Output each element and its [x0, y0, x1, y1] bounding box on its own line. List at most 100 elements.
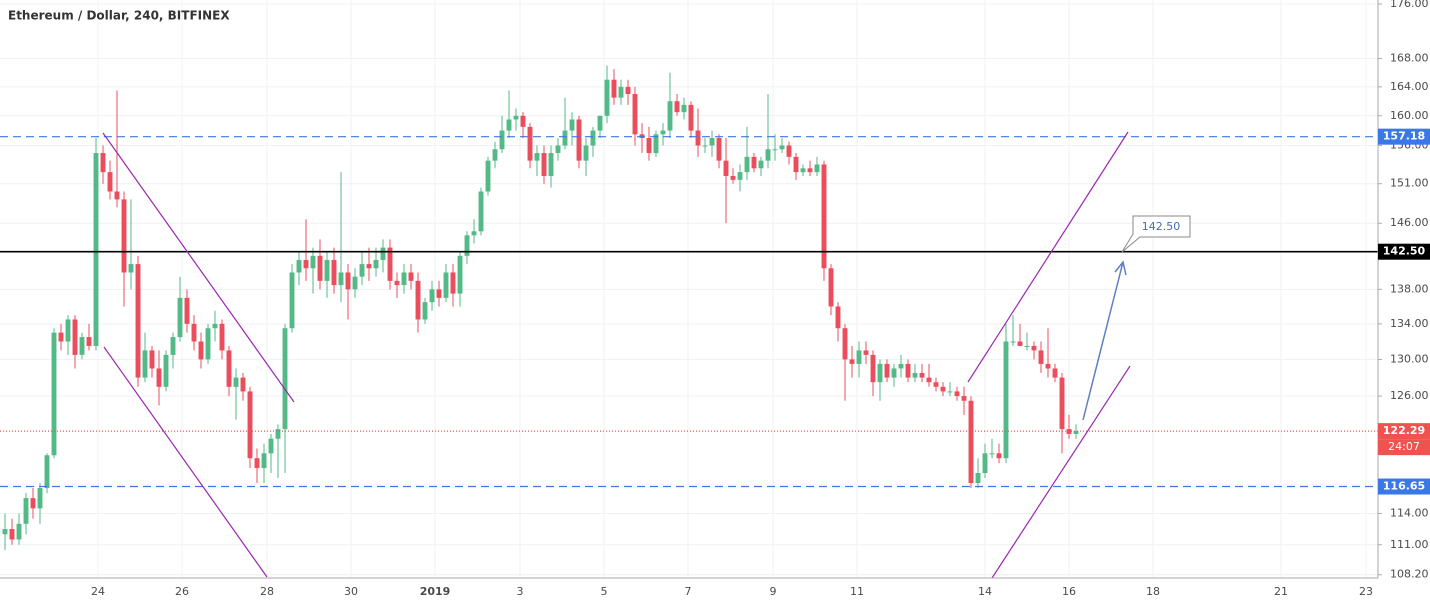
candle-body — [478, 191, 484, 232]
price-label-bg — [1378, 423, 1430, 440]
candle-body — [590, 130, 596, 146]
x-tick-label: 30 — [344, 585, 358, 598]
candle-body — [282, 328, 288, 430]
price-label: 157.18 — [1383, 130, 1425, 143]
candle-body — [352, 276, 358, 290]
candle-body — [513, 115, 519, 120]
y-tick-label: 134.00 — [1390, 317, 1429, 330]
candle-body — [954, 391, 960, 397]
candle-body — [471, 231, 477, 236]
y-tick-label: 114.00 — [1390, 506, 1429, 519]
candle-body — [996, 453, 1002, 459]
candle-body — [625, 86, 631, 95]
candle-body — [646, 138, 652, 154]
candle-body — [933, 382, 939, 387]
candle-body — [912, 373, 918, 378]
y-tick-label: 151.00 — [1390, 177, 1429, 190]
price-label: 122.29 — [1383, 424, 1425, 437]
trend-line — [103, 346, 268, 578]
candle-body — [751, 156, 757, 169]
candle-body — [338, 272, 344, 286]
candle-body — [786, 145, 792, 157]
x-tick-label: 7 — [685, 585, 692, 598]
price-axis — [1378, 0, 1430, 603]
candle-body — [905, 363, 911, 378]
candle-body — [611, 79, 617, 98]
candle-body — [534, 153, 540, 161]
x-tick-label: 23 — [1359, 585, 1373, 598]
candle-body — [191, 323, 197, 342]
candle-body — [345, 272, 351, 290]
y-tick-label: 111.00 — [1390, 538, 1429, 551]
y-tick-label: 176.00 — [1390, 0, 1429, 10]
candle-body — [198, 341, 204, 360]
candle-body — [849, 359, 855, 364]
candle-body — [128, 264, 134, 273]
candle-body — [709, 138, 715, 146]
candle-body — [982, 453, 988, 474]
candle-body — [261, 453, 267, 469]
callout-label: 142.50 — [1142, 220, 1181, 233]
candle-body — [310, 255, 316, 269]
x-tick-label: 9 — [770, 585, 777, 598]
candle-body — [814, 164, 820, 173]
candle-body — [821, 164, 827, 269]
candle-body — [37, 488, 43, 509]
x-tick-label: 18 — [1146, 585, 1160, 598]
candle-body — [429, 289, 435, 303]
candle-body — [527, 126, 533, 161]
candle-body — [93, 153, 99, 346]
candle-body — [485, 160, 491, 192]
y-tick-label: 138.00 — [1390, 282, 1429, 295]
candle-body — [387, 247, 393, 281]
candle-body — [1024, 345, 1030, 347]
candle-body — [597, 115, 603, 131]
trend-line — [102, 132, 295, 403]
candle-body — [240, 377, 246, 392]
candle-body — [681, 104, 687, 113]
candle-body — [716, 138, 722, 161]
candle-body — [142, 350, 148, 378]
candle-body — [653, 134, 659, 154]
candle-body — [695, 130, 701, 146]
x-tick-label: 26 — [175, 585, 189, 598]
y-tick-label: 108.20 — [1390, 568, 1429, 581]
candle-body — [86, 337, 92, 346]
candle-body — [184, 297, 190, 324]
candle-body — [548, 153, 554, 176]
price-label: 142.50 — [1383, 245, 1426, 258]
y-tick-label: 164.00 — [1390, 80, 1429, 93]
candle-body — [828, 268, 834, 307]
candle-body — [324, 259, 330, 281]
x-tick-label: 2019 — [420, 585, 451, 598]
candles — [2, 65, 1079, 551]
candle-body — [51, 332, 57, 456]
candle-body — [723, 160, 729, 176]
candle-body — [408, 272, 414, 281]
candle-body — [415, 280, 421, 320]
y-tick-label: 126.00 — [1390, 389, 1429, 402]
candle-body — [1052, 368, 1058, 378]
candle-body — [555, 145, 561, 154]
candle-body — [940, 386, 946, 392]
candle-body — [856, 350, 862, 364]
candle-body — [457, 255, 463, 294]
candle-body — [401, 272, 407, 286]
candle-body — [16, 523, 22, 540]
candle-body — [156, 368, 162, 387]
candle-body — [9, 529, 15, 540]
y-tick-label: 168.00 — [1390, 52, 1429, 65]
candle-body — [926, 377, 932, 383]
candle-body — [1017, 341, 1023, 346]
candle-body — [499, 130, 505, 150]
candle-body — [303, 259, 309, 269]
candle-body — [520, 115, 526, 127]
price-label-bg — [1378, 478, 1430, 495]
candle-body — [835, 306, 841, 329]
candle-body — [660, 130, 666, 135]
candle-body — [275, 429, 281, 439]
candle-body — [359, 264, 365, 277]
candle-body — [1045, 363, 1051, 369]
countdown-bg — [1378, 439, 1430, 456]
